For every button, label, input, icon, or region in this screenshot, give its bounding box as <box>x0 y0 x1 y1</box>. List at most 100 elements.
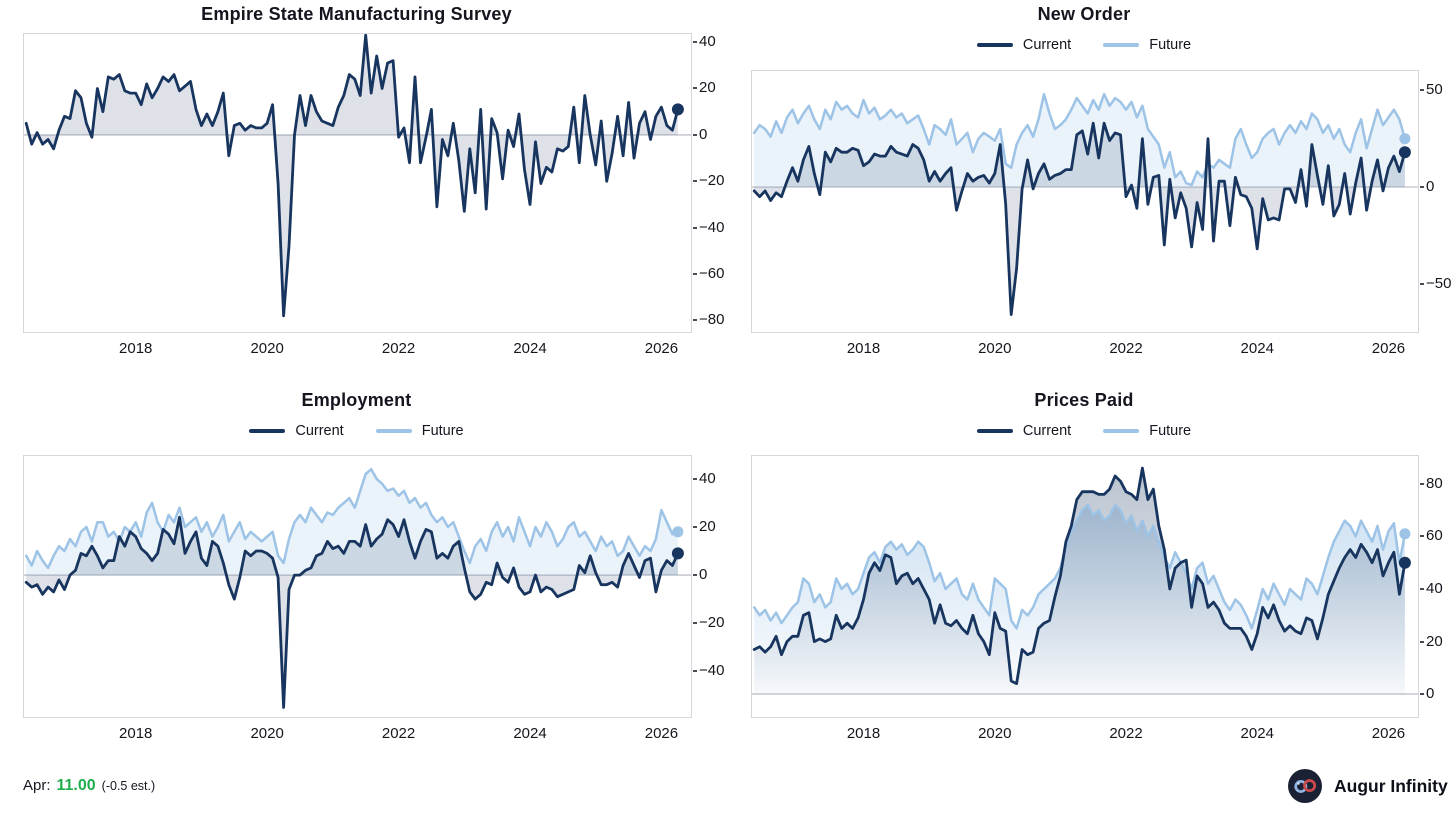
y-axis-tickmark <box>693 180 697 183</box>
y-axis-tick-label: −50 <box>1426 274 1452 292</box>
y-axis-tickmark <box>693 133 697 136</box>
y-axis-tickmark <box>1420 587 1424 590</box>
x-axis-tick-label: 2022 <box>1109 725 1143 742</box>
series-end-marker <box>671 103 684 116</box>
latest-reading-label: Apr: <box>23 777 51 794</box>
x-axis-tick-label: 2018 <box>119 725 153 742</box>
y-axis-tickmark <box>693 622 697 625</box>
x-axis-tick-label: 2024 <box>1240 725 1274 742</box>
chart-title: Prices Paid <box>1034 390 1134 410</box>
legend-item-current: Current <box>249 423 344 439</box>
x-axis-tick-label: 2022 <box>1109 340 1143 357</box>
panel-empire-state-survey: Empire State Manufacturing Survey 40 20 0 −… <box>0 0 728 380</box>
y-axis-tick-label: 20 <box>699 517 716 535</box>
chart-legend: Current Future <box>751 423 1417 439</box>
legend-item-future: Future <box>1103 423 1191 439</box>
chart-title: Empire State Manufacturing Survey <box>201 4 512 24</box>
series-end-marker <box>1399 133 1411 145</box>
y-axis-tick-label: 40 <box>1426 579 1443 597</box>
panel-new-order: New Order Current Future 50 0 −50 2018 2020 20… <box>728 0 1456 380</box>
y-axis-tick-label: −40 <box>699 662 725 680</box>
x-axis-tick-label: 2026 <box>644 340 679 357</box>
panel-employment: Employment Current Future 40 20 0 −20 −40 2018… <box>0 380 728 765</box>
chart-canvas <box>24 34 691 318</box>
series-end-marker <box>1399 528 1411 540</box>
y-axis-tick-label: 40 <box>699 469 716 487</box>
y-axis-tickmark <box>1420 89 1424 92</box>
y-axis-tickmark <box>1420 693 1424 696</box>
y-axis-tick-label: 20 <box>1426 632 1443 650</box>
x-axis-tick-label: 2024 <box>513 340 547 357</box>
legend-label: Current <box>1022 37 1072 53</box>
plot-area <box>23 33 692 333</box>
latest-reading-value: 11.00 <box>56 777 96 794</box>
y-axis-tickmark <box>693 477 697 480</box>
x-axis-tick-label: 2020 <box>978 725 1012 742</box>
y-axis-tickmark <box>693 273 697 276</box>
y-axis-tickmark <box>1420 482 1424 485</box>
legend-swatch <box>375 429 412 433</box>
x-axis-tick-label: 2024 <box>1240 340 1274 357</box>
y-axis-tickmark <box>1420 640 1424 643</box>
chart-legend: Current Future <box>23 423 690 439</box>
legend-swatch <box>976 43 1013 47</box>
x-axis-tick-label: 2022 <box>381 340 416 357</box>
legend-label: Current <box>295 423 344 439</box>
y-axis-tick-label: −60 <box>699 265 725 283</box>
legend-label: Future <box>1149 423 1192 439</box>
panel-prices-paid: Prices Paid Current Future 80 60 40 20 0 2018 2… <box>728 380 1456 765</box>
x-axis-tick-label: 2026 <box>644 725 679 742</box>
legend-swatch <box>249 429 286 433</box>
series-end-marker <box>1398 146 1411 159</box>
legend-item-current: Current <box>976 37 1072 53</box>
legend-label: Future <box>421 423 464 439</box>
chart-canvas <box>24 467 691 709</box>
y-axis-tick-label: −40 <box>699 218 725 236</box>
latest-reading-estimate: (-0.5 est.) <box>101 779 156 793</box>
chart-title: New Order <box>1037 4 1131 24</box>
y-axis-tickmark <box>1420 535 1424 538</box>
legend-item-future: Future <box>1103 37 1191 53</box>
plot-area <box>23 455 692 718</box>
legend-item-future: Future <box>375 423 464 439</box>
y-axis-tick-label: 0 <box>699 125 708 143</box>
brand-lockup: Augur Infinity <box>1288 769 1448 803</box>
y-axis-tickmark <box>1420 282 1424 285</box>
legend-label: Current <box>1022 423 1072 439</box>
x-axis-tick-label: 2020 <box>250 725 284 742</box>
x-axis-tick-label: 2020 <box>978 340 1012 357</box>
x-axis-tick-label: 2018 <box>846 725 881 742</box>
y-axis-tick-label: 0 <box>1426 685 1435 703</box>
y-axis-tickmark <box>693 226 697 229</box>
y-axis-tickmark <box>693 41 697 44</box>
chart-title: Employment <box>301 390 412 410</box>
series-end-marker <box>671 547 684 560</box>
y-axis-tick-label: 50 <box>1426 81 1443 99</box>
x-axis-tick-label: 2020 <box>250 340 284 357</box>
series-end-marker <box>1398 556 1411 569</box>
y-axis-tickmark <box>693 670 697 673</box>
latest-reading-note: Apr: 11.00 (-0.5 est.) <box>23 777 155 795</box>
legend-item-current: Current <box>976 423 1072 439</box>
y-axis-tick-label: 0 <box>1426 178 1435 195</box>
x-axis-tick-label: 2024 <box>513 725 547 742</box>
y-axis-tick-label: 20 <box>699 79 716 97</box>
y-axis-tick-label: −80 <box>699 311 725 329</box>
legend-label: Future <box>1149 37 1192 53</box>
y-axis-tickmark <box>1420 186 1424 188</box>
y-axis-tickmark <box>693 574 697 577</box>
x-axis-tick-label: 2018 <box>846 340 881 357</box>
y-axis-tick-label: 0 <box>699 566 708 584</box>
augur-infinity-logo <box>1288 769 1322 803</box>
chart-canvas <box>752 92 1418 316</box>
x-axis-tick-label: 2022 <box>381 725 416 742</box>
y-axis-tick-label: −20 <box>699 172 725 190</box>
y-axis-tickmark <box>693 525 697 528</box>
plot-area <box>751 70 1419 333</box>
series-end-marker <box>672 526 684 538</box>
plot-area <box>751 455 1419 718</box>
brand-name: Augur Infinity <box>1334 775 1448 796</box>
legend-swatch <box>976 429 1013 433</box>
y-axis-tickmark <box>693 319 697 322</box>
y-axis-tick-label: 40 <box>699 33 716 51</box>
